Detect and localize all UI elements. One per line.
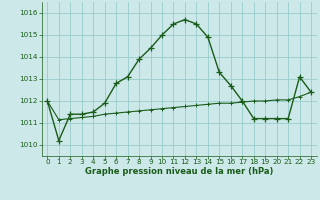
X-axis label: Graphe pression niveau de la mer (hPa): Graphe pression niveau de la mer (hPa)	[85, 167, 273, 176]
